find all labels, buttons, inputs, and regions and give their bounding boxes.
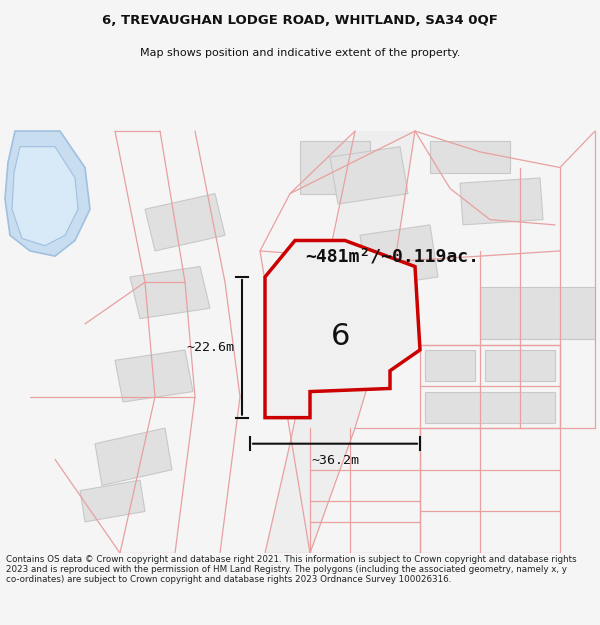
Polygon shape [330,147,408,204]
Polygon shape [265,241,420,418]
Polygon shape [480,288,595,339]
Text: ~22.6m: ~22.6m [186,341,234,354]
Polygon shape [5,131,90,256]
Text: ~36.2m: ~36.2m [311,454,359,467]
Polygon shape [460,178,543,225]
Polygon shape [95,428,172,486]
Polygon shape [265,131,415,553]
Text: ~481m²/~0.119ac.: ~481m²/~0.119ac. [305,247,479,265]
Text: 6: 6 [331,321,350,351]
Polygon shape [12,147,78,246]
Polygon shape [145,194,225,251]
Polygon shape [430,141,510,172]
Polygon shape [115,350,193,402]
Polygon shape [360,225,438,288]
Polygon shape [80,480,145,522]
Polygon shape [425,392,555,423]
Text: Map shows position and indicative extent of the property.: Map shows position and indicative extent… [140,48,460,58]
Polygon shape [130,266,210,319]
Text: 6, TREVAUGHAN LODGE ROAD, WHITLAND, SA34 0QF: 6, TREVAUGHAN LODGE ROAD, WHITLAND, SA34… [102,14,498,27]
Polygon shape [425,350,475,381]
Text: Contains OS data © Crown copyright and database right 2021. This information is : Contains OS data © Crown copyright and d… [6,554,577,584]
Text: Trevaughan Lodge Road: Trevaughan Lodge Road [328,256,382,371]
Polygon shape [485,350,555,381]
Polygon shape [300,141,370,194]
